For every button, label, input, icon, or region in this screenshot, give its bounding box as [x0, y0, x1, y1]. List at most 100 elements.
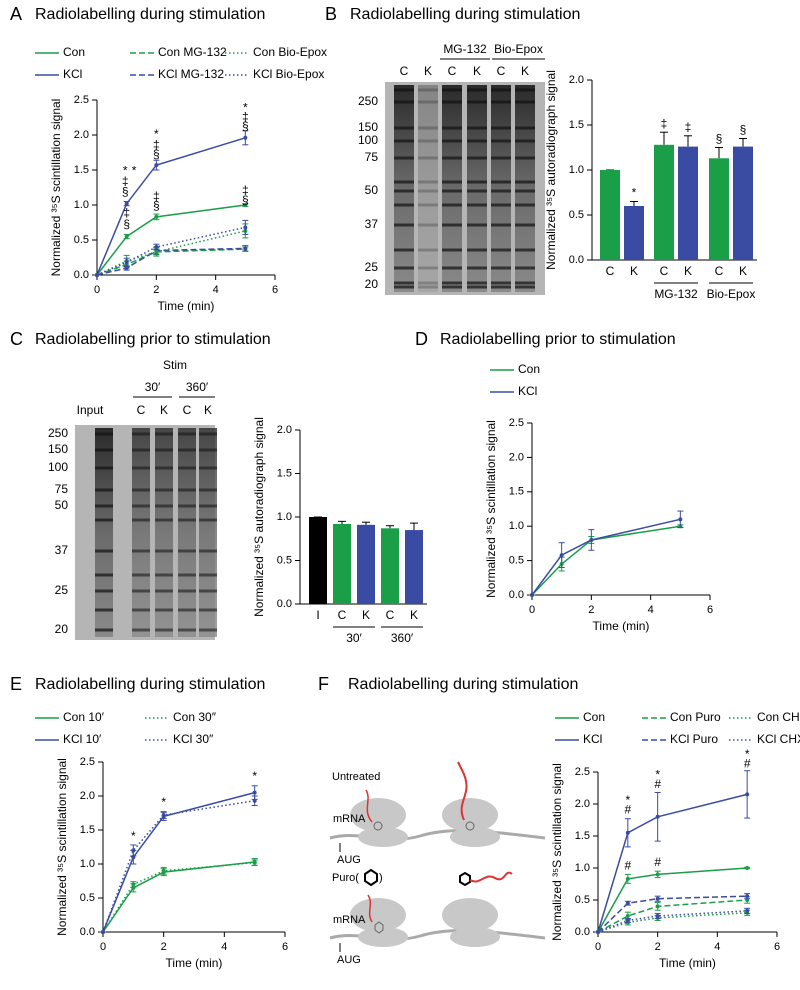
x-tick-label: K — [739, 264, 747, 278]
significance: ‡ — [685, 120, 692, 134]
gel-band — [132, 448, 150, 452]
y-axis-label: Normalized ³⁵S autoradiograph signal — [544, 70, 558, 270]
annotation: § — [242, 119, 249, 133]
x-tick-label: 4 — [221, 941, 227, 953]
y-tick-label: 1.0 — [80, 858, 95, 870]
bar — [309, 517, 327, 604]
gel-band — [418, 266, 438, 270]
gel-band — [155, 432, 173, 436]
gel-band — [95, 608, 113, 612]
gel-header: Stim — [163, 358, 187, 372]
y-tick-label: 1.0 — [575, 862, 590, 874]
gel-lane — [178, 428, 196, 637]
x-tick-label: 0 — [595, 941, 601, 953]
ribosome — [358, 827, 408, 847]
gel-band — [467, 266, 487, 270]
annotation: * — [252, 769, 257, 783]
annotation: * — [123, 164, 128, 178]
lane-label: K — [424, 64, 432, 78]
gel-band — [199, 573, 217, 577]
bar — [405, 530, 423, 604]
annotation: * — [131, 829, 136, 843]
y-tick-label: 1.5 — [80, 824, 95, 836]
annotation: # — [654, 855, 661, 869]
gel-band — [394, 156, 414, 160]
gel-band — [418, 285, 438, 289]
gel-band — [95, 448, 113, 452]
x-tick-label: C — [715, 264, 724, 278]
legend-label: Con — [63, 45, 85, 59]
annotation: ‡ — [122, 174, 129, 188]
x-tick-label: 6 — [272, 284, 278, 296]
lane-label: K — [204, 403, 212, 417]
bar — [654, 144, 674, 260]
mw-marker: 75 — [365, 150, 379, 164]
series-line — [597, 793, 748, 933]
gel-band — [95, 504, 113, 508]
group-label: MG-132 — [443, 42, 487, 56]
point — [625, 901, 630, 906]
mw-marker: 50 — [55, 498, 69, 512]
mw-marker: 25 — [55, 583, 69, 597]
gel-lane — [491, 85, 511, 292]
gel-band — [467, 281, 487, 285]
gel-band — [515, 126, 535, 130]
gel-band — [442, 285, 462, 289]
series-line — [96, 226, 246, 276]
group-label: Bio-Epox — [494, 42, 543, 56]
point — [95, 273, 99, 277]
gel-band — [491, 281, 511, 285]
diagram: Untreated mRNA AUG Puro( ) mRNA AUG — [329, 761, 546, 966]
mw-marker: 20 — [55, 622, 69, 636]
gel-band — [467, 248, 487, 252]
mw-marker: 250 — [358, 94, 378, 108]
diagram-label: mRNA — [333, 813, 366, 825]
x-tick-label: C — [660, 264, 669, 278]
diagram-label: AUG — [337, 854, 361, 866]
x-axis-label: Time (min) — [593, 619, 650, 633]
x-tick-label: 6 — [774, 941, 780, 953]
annotation: § — [153, 147, 160, 161]
gel-band — [394, 180, 414, 184]
series-line — [531, 518, 681, 596]
panel-label: C — [10, 329, 23, 349]
gel-band — [132, 608, 150, 612]
gel-band — [442, 126, 462, 130]
x-tick-label: 6 — [282, 941, 288, 953]
y-tick-label: 2.0 — [80, 790, 95, 802]
significance: * — [632, 186, 637, 200]
gel-band — [418, 126, 438, 130]
x-tick-label: 2 — [153, 284, 159, 296]
y-tick-label: 0.0 — [80, 926, 95, 938]
chart-title: Radiolabelling prior to stimulation — [35, 331, 271, 348]
lane-label: K — [521, 64, 529, 78]
y-tick-label: 0.0 — [569, 254, 584, 266]
annotation: § — [123, 217, 130, 231]
point — [655, 872, 660, 877]
point — [124, 260, 129, 265]
gel-band — [394, 126, 414, 130]
gel-band — [199, 504, 217, 508]
point — [101, 930, 105, 934]
y-tick-label: 2.0 — [569, 74, 584, 86]
chart-title: Radiolabelling prior to stimulation — [440, 331, 676, 348]
gel-band — [155, 488, 173, 492]
mw-marker: 250 — [48, 426, 68, 440]
gel-band — [199, 589, 217, 593]
gel-band — [132, 549, 150, 553]
legend-label: Con Bio-Epox — [253, 45, 327, 59]
chart-title: Radiolabelling during stimulation — [350, 6, 580, 23]
chart-title: Radiolabelling during stimulation — [35, 6, 265, 23]
y-tick-label: 2.5 — [575, 766, 590, 778]
series-line — [597, 867, 748, 933]
legend-label: Con — [518, 362, 540, 376]
y-tick-label: 0.5 — [509, 555, 524, 567]
point — [243, 225, 248, 230]
gel-band — [178, 448, 196, 452]
gel-band — [515, 180, 535, 184]
gel-band — [442, 180, 462, 184]
mw-marker: 50 — [365, 183, 379, 197]
y-tick-label: 2.0 — [74, 129, 89, 141]
gel-band — [95, 589, 113, 593]
annotation: * — [655, 767, 660, 781]
